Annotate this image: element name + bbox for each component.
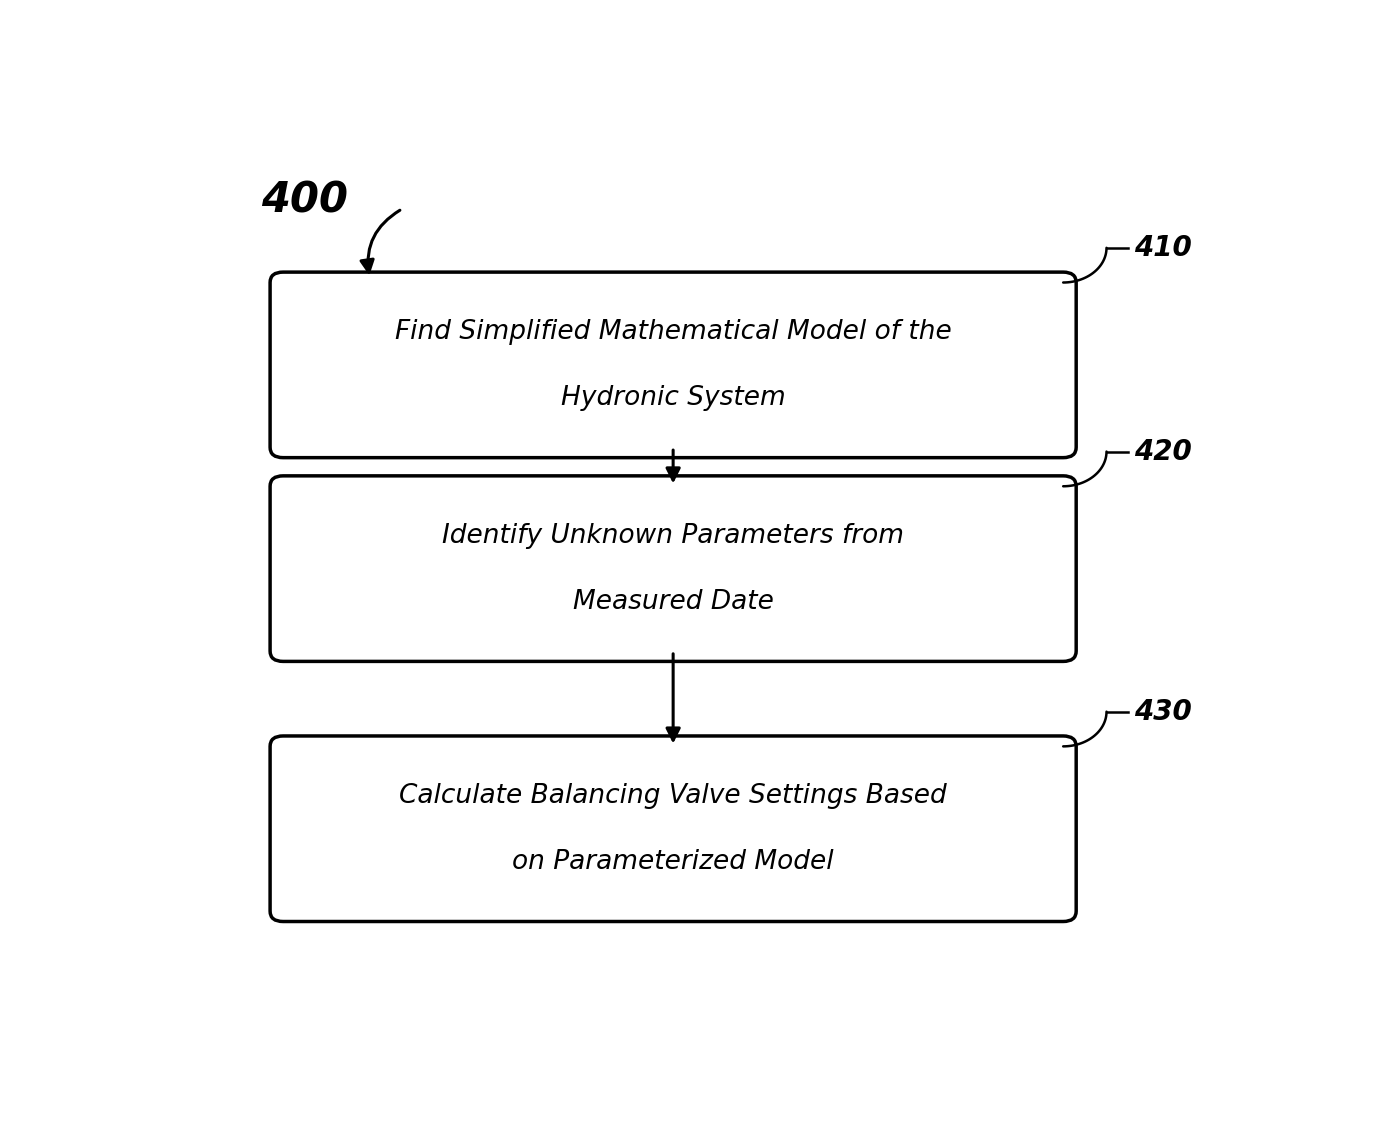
FancyBboxPatch shape — [270, 272, 1076, 457]
Text: Hydronic System: Hydronic System — [561, 385, 786, 411]
FancyBboxPatch shape — [270, 476, 1076, 661]
Text: Identify Unknown Parameters from: Identify Unknown Parameters from — [442, 522, 905, 548]
Text: on Parameterized Model: on Parameterized Model — [512, 849, 835, 875]
FancyBboxPatch shape — [270, 736, 1076, 921]
Text: Calculate Balancing Valve Settings Based: Calculate Balancing Valve Settings Based — [400, 783, 946, 808]
Text: Measured Date: Measured Date — [573, 589, 773, 615]
Text: 430: 430 — [1134, 698, 1191, 725]
Text: 410: 410 — [1134, 234, 1191, 262]
Text: 420: 420 — [1134, 438, 1191, 465]
Text: Find Simplified Mathematical Model of the: Find Simplified Mathematical Model of th… — [394, 319, 952, 345]
Text: 400: 400 — [261, 179, 348, 221]
